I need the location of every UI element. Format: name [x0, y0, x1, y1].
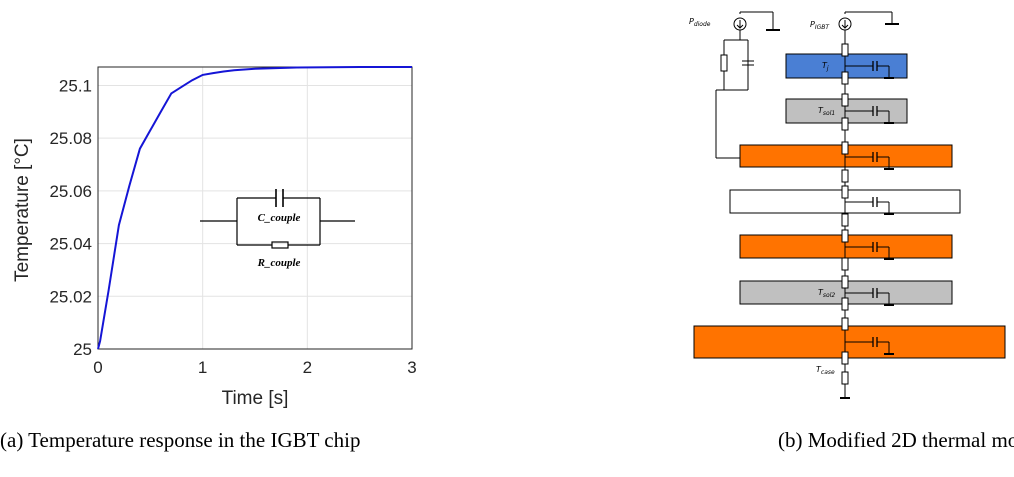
caption-a: (a) Temperature response in the IGBT chi…	[0, 428, 361, 452]
plot-area	[98, 67, 412, 349]
rc-inset-circuit	[200, 189, 355, 249]
resistor-chain	[840, 30, 894, 399]
capacitor-label: C_couple	[258, 212, 301, 224]
plot-border	[97, 66, 413, 350]
series-line	[97, 66, 412, 350]
p-igbt-label: PIGBT	[810, 20, 830, 31]
tick-labels: 0 1 2 3 25 25.02 25.04 25.06 25.08 25.1	[49, 76, 416, 377]
chain-resistor	[841, 275, 849, 289]
chain-resistor	[841, 229, 849, 243]
chain-resistor	[841, 213, 849, 227]
p-diode-label: Pdiode	[689, 17, 711, 28]
chain-resistor	[841, 257, 849, 271]
y-tick-label: 25.06	[49, 182, 92, 201]
chain-resistor	[841, 371, 849, 385]
chain-resistor	[841, 141, 849, 155]
x-tick-label: 2	[303, 358, 312, 377]
tj-label: Tj	[822, 61, 829, 72]
tsol2-label: Tsol2	[818, 288, 835, 299]
x-tick-label: 1	[198, 358, 207, 377]
chain-resistor	[841, 317, 849, 331]
tcase-label: Tcase	[816, 365, 835, 376]
x-tick-label: 3	[407, 358, 416, 377]
tsol1-label: Tsol1	[818, 106, 835, 117]
y-tick-label: 25.1	[59, 76, 92, 95]
y-tick-label: 25.04	[49, 235, 92, 254]
chain-resistor	[841, 185, 849, 199]
y-tick-label: 25	[73, 340, 92, 359]
caption-b: (b) Modified 2D thermal model	[778, 428, 1014, 452]
chain-resistor	[841, 169, 849, 183]
x-axis-label: Time [s]	[222, 388, 289, 409]
chain-resistor	[841, 43, 849, 57]
x-tick-label: 0	[93, 358, 102, 377]
y-tick-label: 25.02	[49, 287, 92, 306]
chain-resistor	[841, 297, 849, 311]
chain-resistor	[841, 93, 849, 107]
chain-resistor	[841, 351, 849, 365]
grid	[98, 67, 412, 349]
chain-resistor	[841, 71, 849, 85]
resistor-label: R_couple	[257, 257, 301, 269]
thermal-model-diagram: Pdiode PIGBT Tj Tsol1 Tsol2 Tcase	[689, 11, 1006, 399]
chain-resistor	[841, 117, 849, 131]
y-axis-label: Temperature [°C]	[12, 138, 33, 282]
y-tick-label: 25.08	[49, 129, 92, 148]
diagram-wires	[715, 11, 899, 159]
